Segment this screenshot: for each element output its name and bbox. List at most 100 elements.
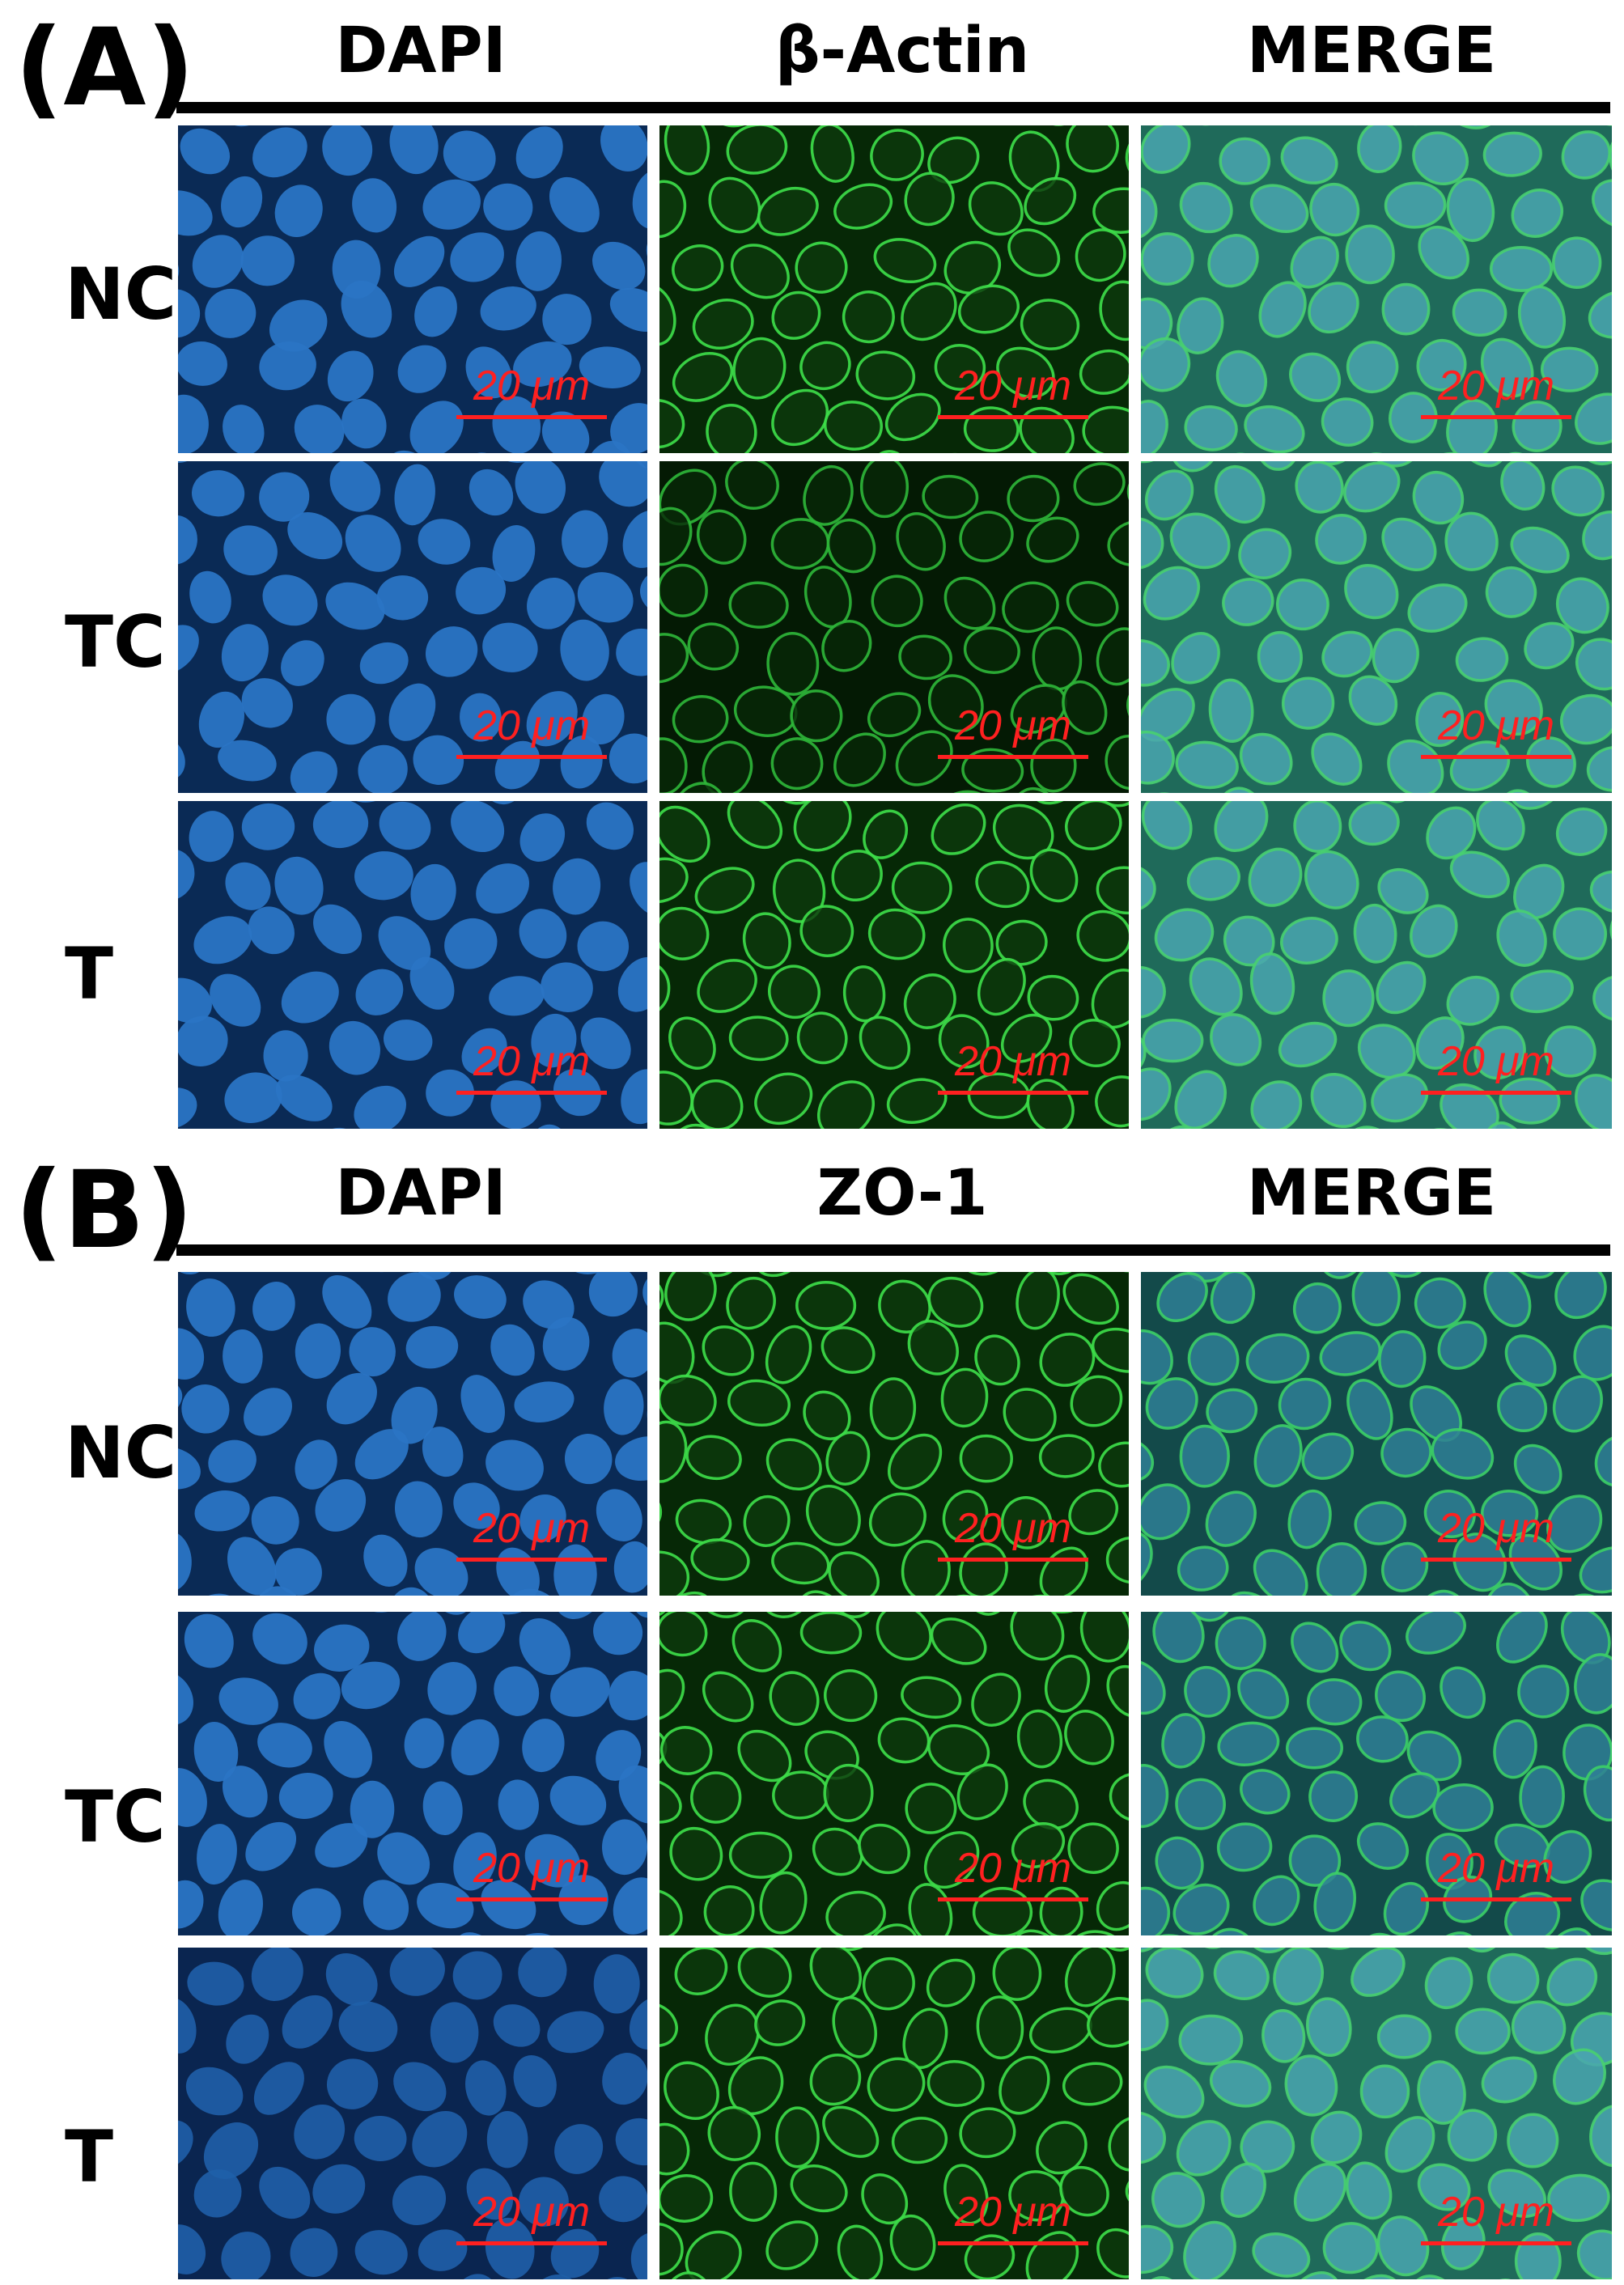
micrograph: 20 μm [1141,461,1612,793]
micrograph: 20 μm [1141,125,1612,453]
scale-bar-label: 20 μm [954,2189,1072,2236]
micrograph-image [178,125,647,453]
micrograph-image [1141,125,1612,453]
row-label-nc: NC [65,252,177,336]
scale-bar-label: 20 μm [954,1038,1072,1085]
panel-letter: (A) [15,6,195,130]
micrograph: 20 μm [1141,1612,1612,1935]
micrograph: 20 μm [659,461,1129,793]
micrograph-image [1141,1272,1612,1596]
scale-bar: 20 μm [456,1847,607,1901]
scale-bar: 20 μm [938,2191,1088,2245]
column-header-merge: MERGE [1246,1157,1497,1230]
row-label-nc: NC [65,1411,177,1494]
scale-bar-line [456,755,607,759]
scale-bar-line [938,2241,1088,2245]
scale-bar-line [938,415,1088,419]
micrograph: 20 μm [178,461,647,793]
scale-bar-label: 20 μm [473,702,591,749]
scale-bar: 20 μm [1421,1507,1571,1562]
micrograph: 20 μm [659,1612,1129,1935]
scale-bar-line [1421,1091,1571,1095]
micrograph-image [178,1272,647,1596]
scale-bar-label: 20 μm [954,1505,1072,1552]
scale-bar-line [938,1091,1088,1095]
micrograph-image [659,801,1129,1129]
scale-bar: 20 μm [938,365,1088,419]
micrograph: 20 μm [178,1948,647,2279]
scale-bar: 20 μm [1421,705,1571,759]
panel-letter: (B) [15,1148,194,1273]
micrograph: 20 μm [659,125,1129,453]
micrograph: 20 μm [178,801,647,1129]
micrograph-image [659,125,1129,453]
micrograph: 20 μm [659,801,1129,1129]
scale-bar: 20 μm [456,1507,607,1562]
scale-bar-line [938,755,1088,759]
scale-bar-line [938,1897,1088,1901]
column-header-dapi: DAPI [335,1157,507,1230]
micrograph: 20 μm [1141,1272,1612,1596]
scale-bar-label: 20 μm [1437,1845,1555,1892]
scale-bar: 20 μm [456,1041,607,1095]
scale-bar-label: 20 μm [473,1505,591,1552]
header-rule [176,102,1610,113]
scale-bar-line [1421,415,1571,419]
scale-bar: 20 μm [938,1507,1088,1562]
column-header-stain: β-Actin [774,15,1030,87]
scale-bar: 20 μm [938,1847,1088,1901]
micrograph-image [178,801,647,1129]
scale-bar-line [1421,1897,1571,1901]
scale-bar: 20 μm [1421,365,1571,419]
scale-bar-label: 20 μm [473,1038,591,1085]
scale-bar: 20 μm [938,705,1088,759]
micrograph: 20 μm [178,1612,647,1935]
scale-bar-label: 20 μm [954,702,1072,749]
micrograph-image [1141,1948,1612,2279]
scale-bar-label: 20 μm [1437,1038,1555,1085]
scale-bar: 20 μm [456,705,607,759]
scale-bar-label: 20 μm [954,362,1072,409]
micrograph-image [178,461,647,793]
scale-bar-line [1421,755,1571,759]
micrograph: 20 μm [1141,801,1612,1129]
scale-bar-line [456,2241,607,2245]
micrograph-image [659,1612,1129,1935]
row-label-tc: TC [65,1775,166,1859]
panel-b: (B) DAPI ZO-1 MERGE NC TC T 20 μm 20 μm … [0,1142,1624,2285]
scale-bar: 20 μm [1421,1847,1571,1901]
micrograph: 20 μm [1141,1948,1612,2279]
row-label-tc: TC [65,600,166,684]
scale-bar: 20 μm [456,365,607,419]
scale-bar-line [456,415,607,419]
scale-bar: 20 μm [1421,1041,1571,1095]
micrograph-image [178,1612,647,1935]
row-label-t: T [65,2115,114,2198]
column-header-stain: ZO-1 [816,1157,988,1230]
scale-bar-line [456,1558,607,1562]
column-header-merge: MERGE [1246,15,1497,87]
scale-bar-line [1421,1558,1571,1562]
scale-bar-line [456,1091,607,1095]
micrograph-image [659,461,1129,793]
micrograph-image [178,1948,647,2279]
scale-bar-label: 20 μm [473,362,591,409]
micrograph: 20 μm [659,1272,1129,1596]
scale-bar-line [1421,2241,1571,2245]
scale-bar-label: 20 μm [1437,702,1555,749]
micrograph-image [1141,1612,1612,1935]
panel-a: (A) DAPI β-Actin MERGE NC TC T 20 μm 20 … [0,0,1624,1142]
scale-bar-label: 20 μm [1437,362,1555,409]
scale-bar-label: 20 μm [1437,1505,1555,1552]
row-label-t: T [65,932,114,1015]
scale-bar-line [938,1558,1088,1562]
scale-bar: 20 μm [456,2191,607,2245]
micrograph-image [1141,801,1612,1129]
scale-bar-line [456,1897,607,1901]
micrograph: 20 μm [178,125,647,453]
micrograph-image [659,1272,1129,1596]
scale-bar-label: 20 μm [954,1845,1072,1892]
scale-bar-label: 20 μm [473,2189,591,2236]
micrograph: 20 μm [178,1272,647,1596]
header-rule [176,1244,1610,1256]
